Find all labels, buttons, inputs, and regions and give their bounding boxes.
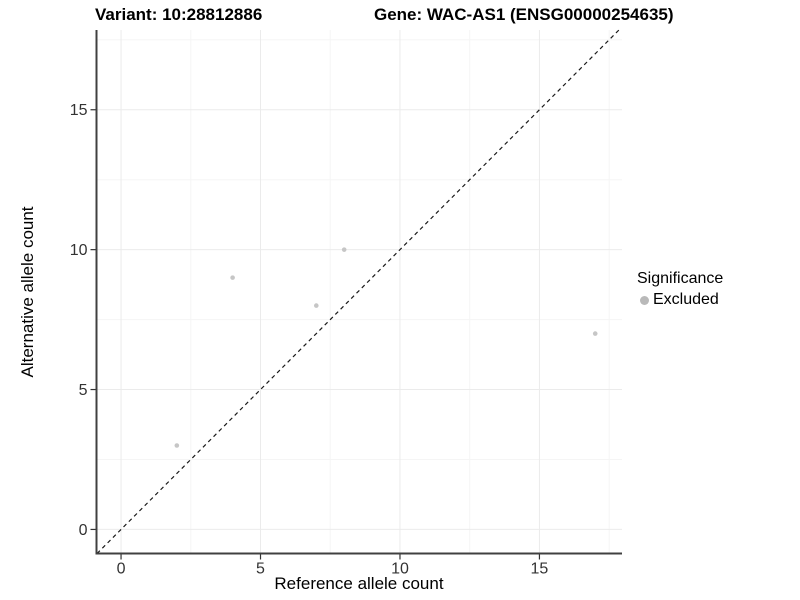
- data-point: [174, 443, 180, 448]
- x-tick-label: 15: [531, 561, 549, 578]
- legend: Significance Excluded: [637, 270, 723, 309]
- x-tick-label: 10: [391, 561, 409, 578]
- y-tick-label: 0: [79, 522, 88, 539]
- x-tick-label: 5: [256, 561, 265, 578]
- data-point: [592, 331, 598, 336]
- legend-point-icon: [640, 295, 649, 305]
- y-tick-label: 15: [70, 102, 88, 119]
- data-point: [341, 247, 347, 252]
- identity-line: [96, 29, 620, 554]
- x-axis-title: Reference allele count: [274, 574, 444, 593]
- variant-title: Variant: 10:28812886: [95, 5, 263, 24]
- major-gridlines: [96, 30, 622, 554]
- y-tick-label: 5: [79, 382, 88, 399]
- points-group-excluded: [174, 247, 598, 448]
- axis-ticks: [90, 109, 541, 560]
- legend-item-label: Excluded: [653, 291, 719, 308]
- legend-item-excluded: Excluded: [637, 291, 723, 309]
- legend-title: Significance: [637, 270, 724, 287]
- y-tick-label: 10: [70, 242, 88, 259]
- x-tick-labels: 0 5 10 15: [117, 561, 549, 578]
- data-point: [230, 275, 235, 280]
- gene-title: Gene: WAC-AS1 (ENSG00000254635): [374, 5, 674, 24]
- axis-lines: [95, 30, 622, 555]
- data-point: [313, 303, 319, 308]
- x-tick-label: 0: [117, 561, 126, 578]
- y-tick-labels: 0 5 10 15: [70, 102, 88, 539]
- minor-gridlines: [96, 30, 622, 554]
